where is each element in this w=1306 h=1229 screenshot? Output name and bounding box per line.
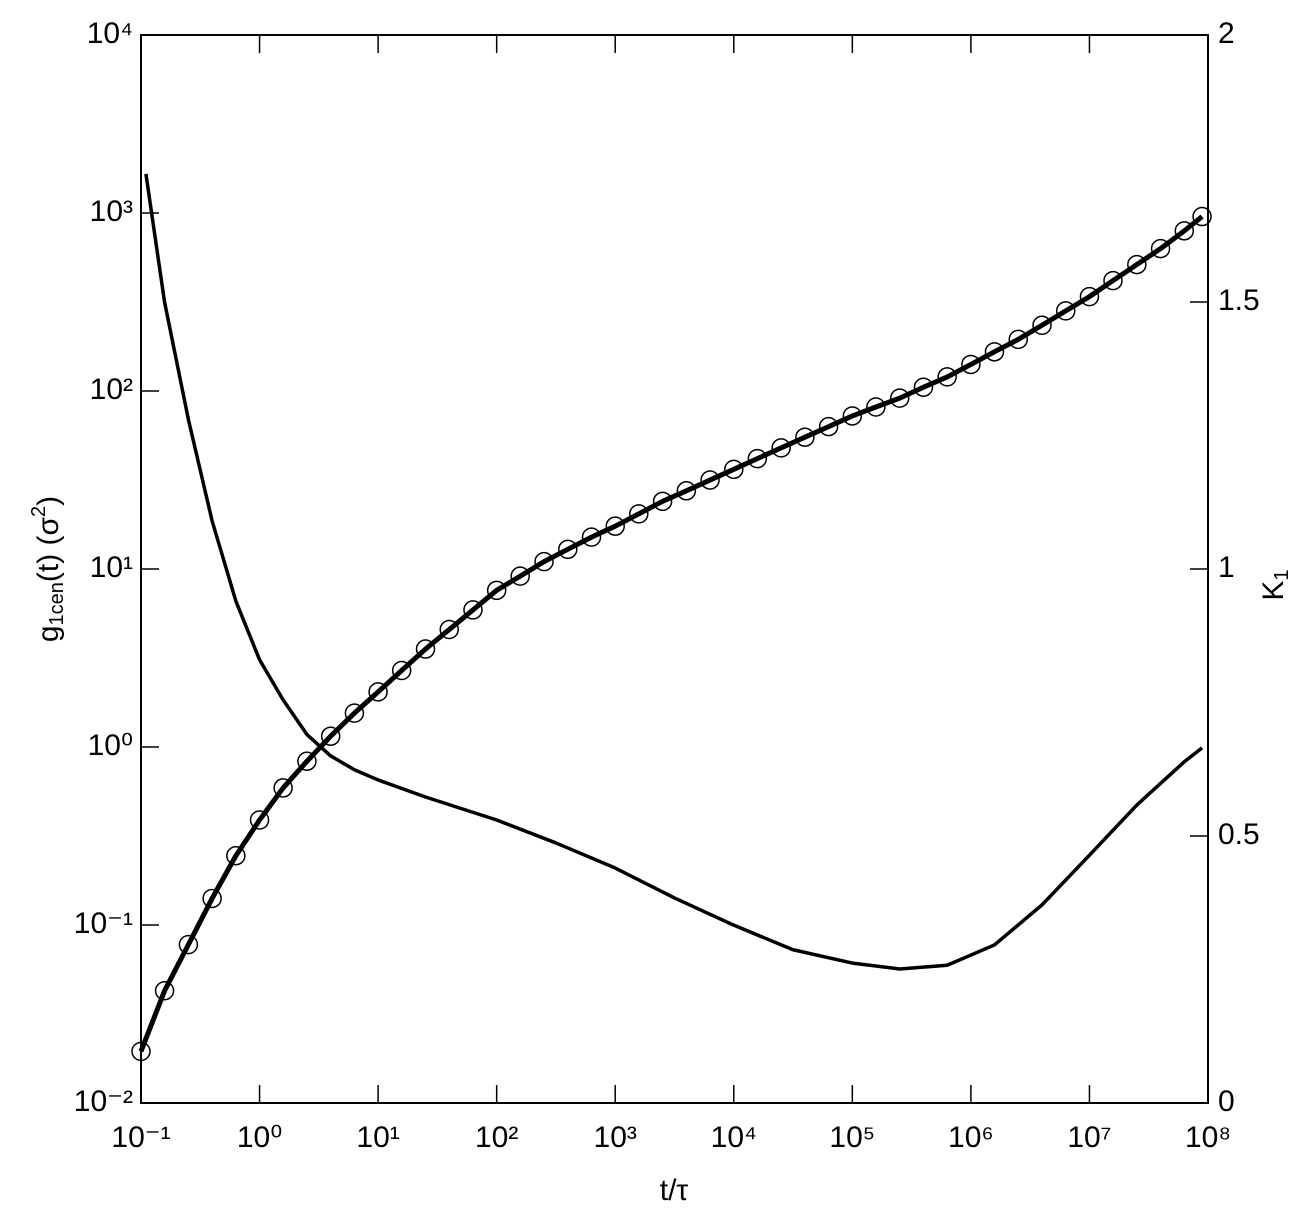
data-point	[1008, 329, 1029, 350]
y2-tick-label: 1.5	[1218, 284, 1260, 317]
data-point	[889, 388, 910, 408]
data-point	[178, 934, 199, 955]
plot-frame	[140, 34, 1209, 1104]
data-point	[747, 448, 768, 469]
y-label-part: )	[32, 496, 65, 506]
y-tick-label: 10³	[90, 195, 133, 228]
y-tick-label: 10⁰	[88, 729, 133, 762]
x-tick-label: 10⁶	[948, 1121, 994, 1154]
data-point	[818, 416, 839, 437]
data-point	[131, 1041, 151, 1062]
data-line	[144, 173, 1204, 971]
data-point	[724, 459, 744, 480]
y-label-sup: 2	[28, 506, 50, 517]
data-point	[558, 539, 578, 560]
data-point	[1055, 301, 1076, 321]
data-point	[1174, 221, 1195, 241]
data-point	[463, 600, 483, 620]
y2-tick-label: 2	[1218, 17, 1235, 50]
data-point	[937, 367, 957, 387]
data-point	[1127, 254, 1147, 275]
x-tick-label: 10⁻¹	[111, 1121, 170, 1154]
data-point	[510, 566, 530, 586]
y-label-sub: 1cen	[46, 582, 68, 625]
data-point	[676, 481, 697, 501]
x-tick-label: 10⁸	[1185, 1121, 1231, 1154]
data-point	[1032, 315, 1052, 336]
y2-label-part: K	[1257, 581, 1290, 601]
data-line	[138, 214, 1204, 1053]
data-point	[368, 682, 388, 702]
data-point	[1103, 270, 1123, 291]
data-point	[866, 397, 886, 417]
data-point	[771, 438, 791, 458]
data-point	[202, 888, 222, 909]
data-point	[1192, 206, 1212, 227]
y2-axis-label: K1	[1257, 569, 1293, 600]
x-tick-label: 10⁴	[711, 1121, 757, 1154]
data-point	[344, 703, 365, 723]
data-point	[297, 751, 317, 771]
y2-tick-label: 0.5	[1218, 818, 1260, 851]
data-point	[249, 810, 270, 830]
x-tick-label: 10⁰	[237, 1121, 282, 1154]
x-tick-label: 10³	[594, 1121, 637, 1154]
y-tick-label: 10⁻¹	[74, 907, 133, 940]
data-point	[1079, 286, 1100, 307]
x-tick-label: 10⁷	[1067, 1121, 1111, 1154]
data-point	[1150, 238, 1171, 259]
y-label-part: (t) (σ	[32, 516, 65, 582]
y-tick-label: 10²	[90, 373, 133, 406]
data-point	[439, 619, 459, 640]
y-tick-label: 10¹	[90, 551, 133, 584]
data-point	[534, 551, 554, 572]
y2-label-sub: 1	[1271, 569, 1293, 580]
data-point	[320, 726, 341, 746]
data-point	[391, 660, 412, 681]
y2-tick-label: 0	[1218, 1085, 1235, 1118]
data-point	[415, 639, 436, 659]
data-point	[961, 354, 981, 375]
data-point	[913, 377, 934, 397]
data-point	[226, 845, 246, 866]
x-tick-label: 10¹	[356, 1121, 399, 1154]
data-point	[605, 516, 625, 536]
data-point	[652, 491, 673, 512]
data-point	[486, 580, 507, 601]
x-axis-label: t/τ	[660, 1174, 689, 1207]
data-point	[700, 470, 720, 490]
data-point	[842, 406, 863, 426]
data-point	[581, 527, 602, 547]
data-point	[984, 342, 1005, 362]
data-point	[154, 981, 175, 1001]
y-axis-label: g1cen(t) (σ2)	[28, 496, 68, 642]
y-tick-label: 10⁻²	[74, 1085, 133, 1118]
y-tick-label: 10⁴	[87, 17, 133, 50]
x-tick-label: 10²	[475, 1121, 518, 1154]
y-label-part: g	[32, 625, 65, 642]
data-point	[629, 504, 649, 524]
data-point	[795, 427, 815, 447]
x-tick-label: 10⁵	[829, 1121, 875, 1154]
y2-tick-label: 1	[1218, 551, 1235, 584]
data-point	[273, 778, 293, 798]
